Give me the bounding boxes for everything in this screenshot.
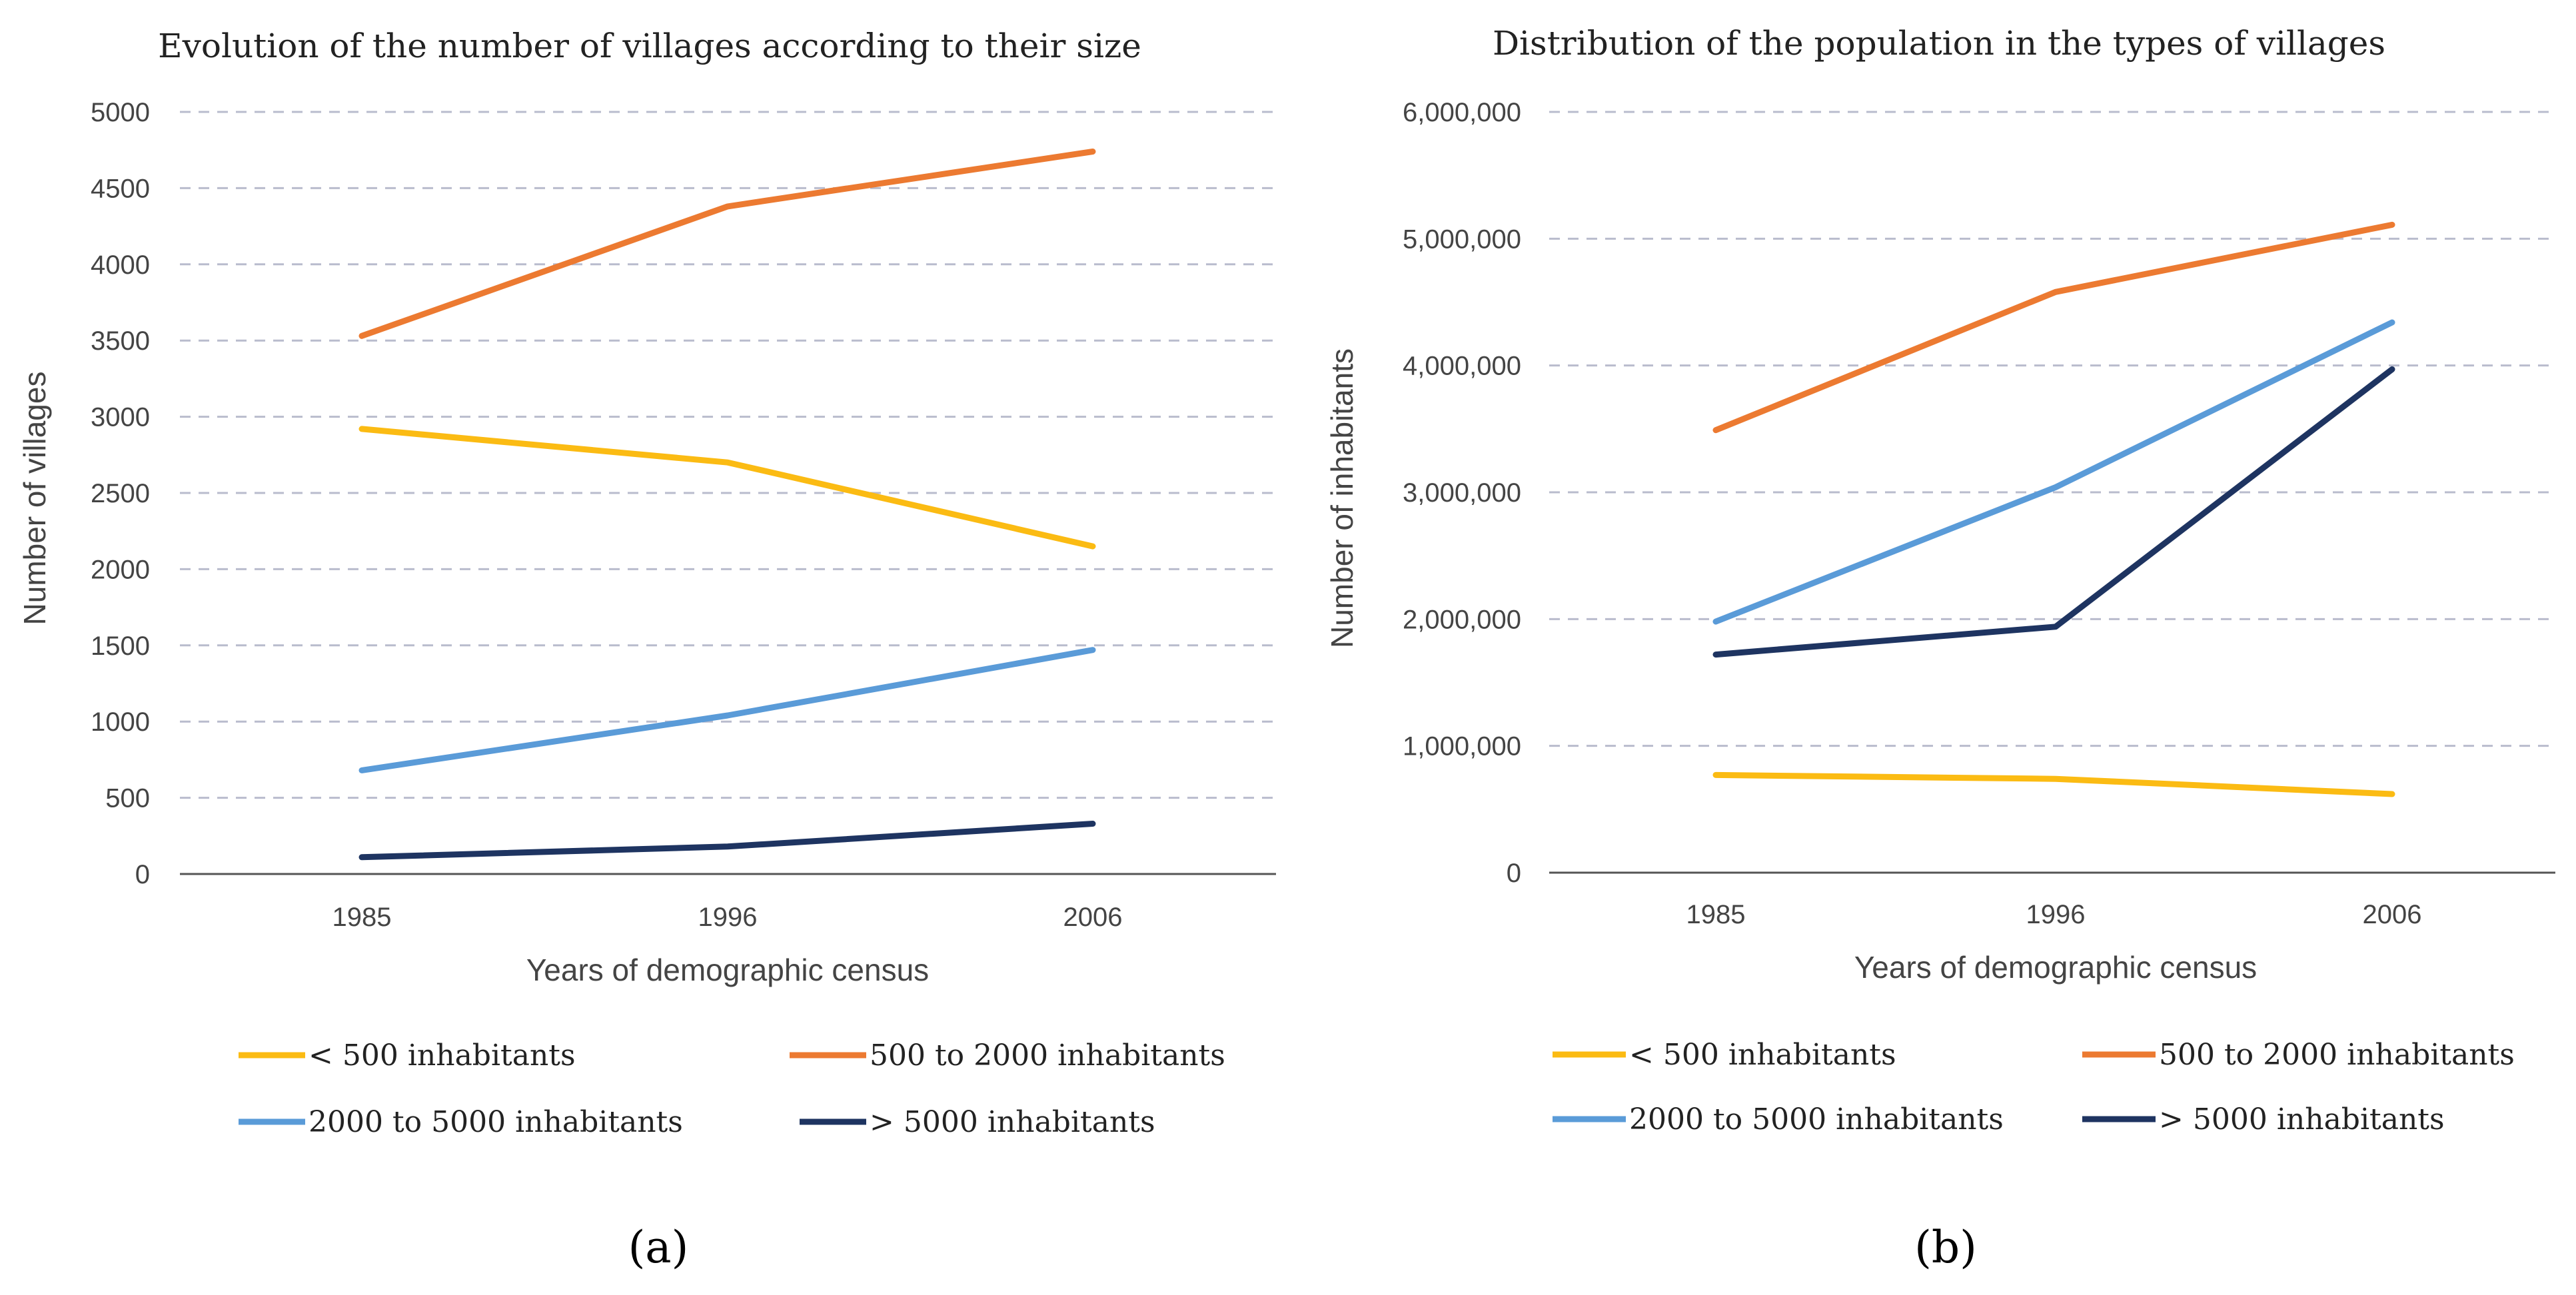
chart-a-legend-label-2000-5000: 2000 to 5000 inhabitants <box>309 1105 683 1139</box>
chart-b-legend-label-lt500: < 500 inhabitants <box>1629 1038 1896 1072</box>
chart-a-series-lt500 <box>358 426 1096 550</box>
chart-a-legend-label-gt5000: > 5000 inhabitants <box>870 1105 1155 1139</box>
chart-b-x-tick-2006: 2006 <box>2363 900 2422 929</box>
chart-a-y-tick-500: 500 <box>105 784 150 813</box>
chart-b-legend: < 500 inhabitants 500 to 2000 inhabitant… <box>1553 1038 2515 1136</box>
chart-a-y-tick-2000: 2000 <box>91 555 150 584</box>
chart-b-series <box>1712 221 2395 797</box>
panel-label-a: (a) <box>628 1222 689 1273</box>
chart-b-x-tick-1985: 1985 <box>1686 900 1746 929</box>
chart-a-y-tick-0: 0 <box>135 860 150 889</box>
panel-label-b: (b) <box>1914 1222 1977 1273</box>
chart-a-legend-label-lt500: < 500 inhabitants <box>309 1039 576 1073</box>
chart-a-legend-label-500-2000: 500 to 2000 inhabitants <box>870 1039 1225 1073</box>
chart-a-series-500-2000 <box>358 149 1096 339</box>
chart-b-x-tick-1996: 1996 <box>2026 900 2086 929</box>
chart-a-y-tick-4500: 4500 <box>91 174 150 203</box>
chart-b-y-tick-2000000: 2,000,000 <box>1403 605 1521 634</box>
chart-a-y-tick-1000: 1000 <box>91 707 150 737</box>
chart-b-y-label: Number of inhabitants <box>1325 348 1359 648</box>
chart-a-x-tick-2006: 2006 <box>1063 903 1123 932</box>
chart-a-y-tick-4000: 4000 <box>91 250 150 280</box>
chart-b-y-tick-5000000: 5,000,000 <box>1403 224 1521 254</box>
chart-b-series-lt500 <box>1712 771 2395 797</box>
chart-a-x-label: Years of demographic census <box>526 953 929 987</box>
chart-a-y-tick-2500: 2500 <box>91 479 150 508</box>
chart-b-legend-label-2000-5000: 2000 to 5000 inhabitants <box>1629 1102 2004 1136</box>
chart-a-x-tick-1985: 1985 <box>332 903 392 932</box>
chart-b-y-tick-3000000: 3,000,000 <box>1403 478 1521 508</box>
chart-b-x-ticks: 1985 1996 2006 <box>1686 900 2422 929</box>
chart-b-series-2000-5000 <box>1712 319 2395 625</box>
chart-a-title: Evolution of the number of villages acco… <box>158 27 1141 65</box>
chart-b-y-ticks: 0 1,000,000 2,000,000 3,000,000 4,000,000 5,0… <box>1403 98 1521 888</box>
chart-a-series <box>358 149 1096 861</box>
chart-b-y-tick-4000000: 4,000,000 <box>1403 352 1521 381</box>
chart-a-y-tick-5000: 5000 <box>91 98 150 127</box>
chart-b-y-tick-6000000: 6,000,000 <box>1403 98 1521 127</box>
chart-a-y-label: Number of villages <box>17 372 52 626</box>
chart-b-series-gt5000 <box>1712 366 2395 658</box>
chart-a-y-tick-1500: 1500 <box>91 632 150 661</box>
chart-a-legend: < 500 inhabitants 500 to 2000 inhabitant… <box>239 1039 1225 1139</box>
chart-b-y-tick-0: 0 <box>1507 859 1521 888</box>
chart-b: Distribution of the population in the ty… <box>1325 24 2555 1273</box>
chart-b-legend-label-gt5000: > 5000 inhabitants <box>2159 1102 2445 1136</box>
chart-b-series-500-2000 <box>1712 221 2395 434</box>
chart-b-x-label: Years of demographic census <box>1854 950 2257 985</box>
chart-a-gridlines <box>180 111 1276 799</box>
chart-b-gridlines <box>1549 111 2555 747</box>
chart-a-y-tick-3000: 3000 <box>91 403 150 432</box>
chart-a-x-tick-1996: 1996 <box>698 903 758 932</box>
chart-a-y-tick-3500: 3500 <box>91 326 150 356</box>
chart-a-series-2000-5000 <box>358 647 1096 773</box>
chart-a-x-ticks: 1985 1996 2006 <box>332 903 1123 932</box>
chart-a-series-gt5000 <box>358 821 1096 861</box>
chart-a-y-ticks: 0 500 1000 1500 2000 2500 3000 3500 4000 4500 5000 <box>91 98 150 889</box>
chart-b-legend-label-500-2000: 500 to 2000 inhabitants <box>2159 1038 2515 1072</box>
chart-b-title: Distribution of the population in the ty… <box>1493 24 2385 63</box>
chart-b-y-tick-1000000: 1,000,000 <box>1403 732 1521 761</box>
chart-a: Evolution of the number of villages acco… <box>17 27 1276 1273</box>
